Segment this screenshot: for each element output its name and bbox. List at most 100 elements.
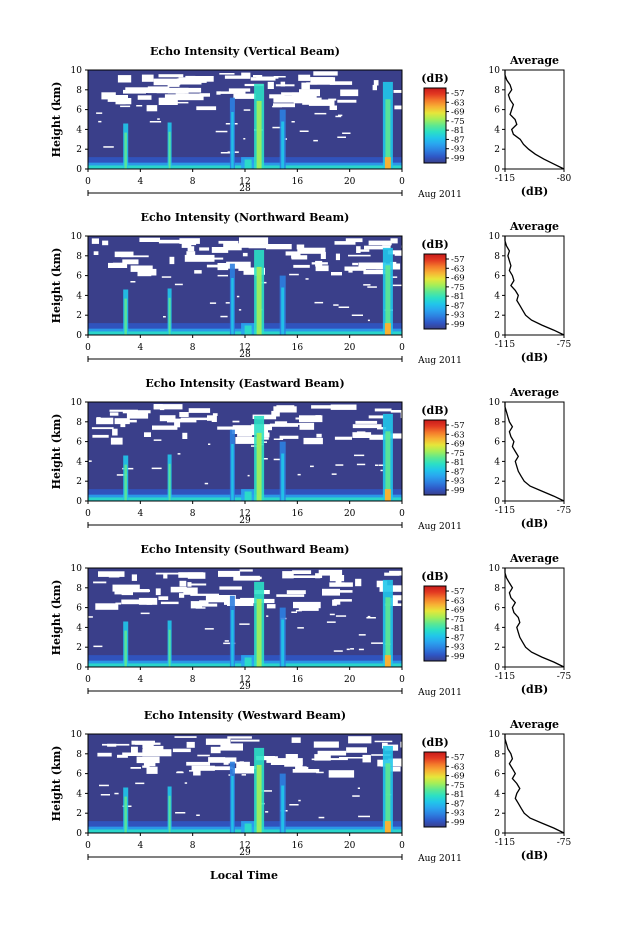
no-data-cell <box>400 741 423 748</box>
no-data-cell <box>243 138 246 140</box>
no-data-cell <box>126 411 149 419</box>
no-data-cell <box>224 75 251 79</box>
no-data-cell <box>141 74 154 82</box>
x-tick-label: 12 <box>239 509 250 519</box>
no-data-cell <box>358 634 366 636</box>
no-data-cell <box>233 93 256 99</box>
average-y-tick-label: 2 <box>494 643 500 653</box>
heatmap <box>88 236 422 336</box>
echo-plume-core <box>168 297 171 335</box>
x-tick-label: 0 <box>399 509 405 519</box>
no-data-cell <box>305 278 309 280</box>
no-data-cell <box>394 251 422 256</box>
y-tick-label: 10 <box>71 66 83 76</box>
average-title: Average <box>509 54 559 67</box>
no-data-cell <box>130 767 141 769</box>
no-data-cell <box>364 245 391 250</box>
average-y-tick-label: 6 <box>494 272 500 282</box>
no-data-cell <box>177 96 193 100</box>
echo-plume-core <box>168 795 171 833</box>
no-data-cell <box>179 580 187 587</box>
average-profile-line <box>504 70 565 170</box>
x-tick-label: 4 <box>137 509 143 519</box>
no-data-cell <box>328 770 355 778</box>
average-title: Average <box>509 386 559 399</box>
no-data-cell <box>311 758 316 761</box>
no-data-cell <box>137 272 152 277</box>
echo-plume-core <box>384 323 391 335</box>
no-data-cell <box>112 440 118 442</box>
no-data-cell <box>153 439 162 441</box>
no-data-cell <box>187 246 195 252</box>
x-tick-label: 16 <box>292 675 304 685</box>
no-data-cell <box>293 95 315 104</box>
colorbar-tick-label: -99 <box>451 154 465 164</box>
no-data-cell <box>189 76 214 82</box>
no-data-cell <box>232 420 240 423</box>
no-data-cell <box>109 409 138 412</box>
no-data-cell <box>285 754 298 759</box>
no-data-cell <box>265 811 269 813</box>
no-data-cell <box>314 754 331 761</box>
no-data-cell <box>318 816 325 819</box>
no-data-cell <box>334 436 352 440</box>
no-data-cell <box>237 431 253 437</box>
y-axis-label: Height (km) <box>50 82 63 158</box>
average-x-label: (dB) <box>521 683 548 696</box>
no-data-cell <box>217 263 229 271</box>
x-tick-label: 16 <box>292 509 304 519</box>
no-data-cell <box>380 469 383 472</box>
no-data-cell <box>248 244 274 249</box>
no-data-cell <box>291 611 297 613</box>
echo-plume-core <box>244 657 252 667</box>
colorbar-tick-label: -81 <box>451 624 465 634</box>
x-tick-label: 20 <box>344 177 356 187</box>
no-data-cell <box>331 272 342 276</box>
no-data-cell <box>363 284 371 286</box>
no-data-cell <box>261 790 272 792</box>
average-profile-line <box>504 734 565 834</box>
no-data-cell <box>96 112 103 114</box>
panel-2: Echo Intensity (Eastward Beam) 0 2 4 6 8 10 Hei… <box>50 377 572 532</box>
no-data-cell <box>337 590 353 593</box>
no-data-cell <box>293 264 310 268</box>
no-data-cell <box>174 736 197 738</box>
month-label: Aug 2011 <box>417 190 462 200</box>
no-data-cell <box>333 599 352 602</box>
no-data-cell <box>274 421 288 425</box>
no-data-cell <box>273 406 297 413</box>
no-data-cell <box>170 586 187 593</box>
no-data-cell <box>315 415 321 421</box>
average-y-tick-label: 2 <box>494 477 500 487</box>
no-data-cell <box>286 590 306 595</box>
panels: Echo Intensity (Vertical Beam) 0 2 4 6 8 10 Hei… <box>50 45 572 864</box>
echo-plume-core <box>384 821 391 833</box>
y-tick-label: 4 <box>76 457 82 467</box>
no-data-cell <box>358 815 370 818</box>
no-data-cell <box>241 72 251 78</box>
no-data-cell <box>284 761 303 767</box>
colorbar-tick-label: -93 <box>451 809 465 819</box>
y-tick-label: 4 <box>76 125 82 135</box>
no-data-cell <box>242 252 248 257</box>
echo-plume-core <box>384 489 391 501</box>
average-title: Average <box>509 220 559 233</box>
echo-plume-core <box>385 431 391 501</box>
x-tick-label: 0 <box>399 343 405 353</box>
no-data-cell <box>146 766 158 774</box>
no-data-cell <box>299 422 315 430</box>
no-data-cell <box>140 612 150 615</box>
no-data-cell <box>239 237 269 245</box>
no-data-cell <box>256 756 275 761</box>
no-data-cell <box>266 615 269 617</box>
colorbar-tick-label: -93 <box>451 311 465 321</box>
no-data-cell <box>226 261 251 269</box>
echo-plume-core <box>256 266 262 335</box>
average-y-tick-label: 0 <box>494 663 500 673</box>
no-data-cell <box>322 588 340 596</box>
x-tick-label: 20 <box>344 675 356 685</box>
colorbar-tick-label: -57 <box>451 753 465 763</box>
no-data-cell <box>112 428 118 436</box>
y-axis-label: Height (km) <box>50 580 63 656</box>
